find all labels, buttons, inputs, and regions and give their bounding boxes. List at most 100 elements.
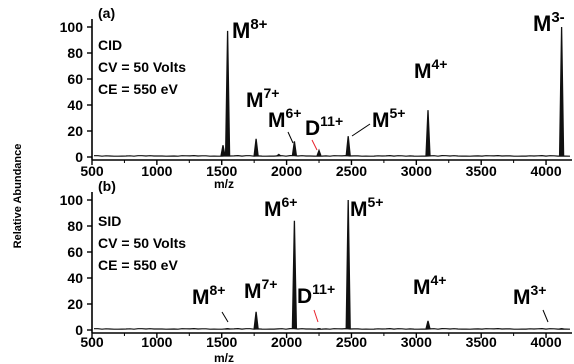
x-tick-label: 1500 <box>206 334 237 350</box>
ion-label-base: M <box>246 89 264 112</box>
y-axis-label: Relative Abundance <box>12 144 24 249</box>
label-leader-line <box>351 123 371 137</box>
spectrum-peak <box>345 136 351 157</box>
ion-label: M7+ <box>244 276 277 303</box>
spectrum-peak <box>276 153 282 157</box>
method-annotation: CE = 550 eV <box>98 81 178 97</box>
y-tick-label: 60 <box>67 244 83 260</box>
panel-a: 0 20 40 60 80 100 500 1000 1500 2000 2500 3000 3500 4… <box>60 5 572 191</box>
method-annotation: SID <box>98 213 121 229</box>
ion-label-charge: 3+ <box>531 282 547 298</box>
x-tick-label: 3000 <box>401 334 432 350</box>
ion-label-base: D <box>305 117 320 140</box>
y-tick-label: 20 <box>67 296 83 312</box>
spectrum-peak <box>220 145 226 157</box>
ion-label-charge: 5+ <box>390 105 406 121</box>
label-leader-line <box>311 139 318 151</box>
x-axis-label: m/z <box>214 351 234 364</box>
x-tick-label: 3500 <box>466 163 497 179</box>
ion-label-base: M <box>350 198 368 221</box>
ion-label-base: M <box>414 60 432 83</box>
x-tick-label: 4000 <box>530 163 561 179</box>
ion-label-charge: 11+ <box>320 113 343 129</box>
ion-label: M3+ <box>513 282 546 309</box>
spectrum-peak <box>253 311 259 330</box>
ion-label: M6+ <box>264 194 297 221</box>
ion-label-charge: 8+ <box>250 16 267 33</box>
y-tick-label: 40 <box>67 97 83 113</box>
ion-label: M5+ <box>372 105 405 132</box>
y-tick-label: 60 <box>67 71 83 87</box>
x-axis-label: m/z <box>214 177 234 191</box>
y-tick-label: 40 <box>67 270 83 286</box>
label-leader-line <box>313 309 319 323</box>
ion-label-charge: 6+ <box>282 194 298 210</box>
spectrum-baseline <box>94 327 571 330</box>
x-tick-label: 3000 <box>401 163 432 179</box>
spectrum-peak <box>291 141 298 157</box>
ion-label-base: D <box>297 285 312 308</box>
ion-label: M8+ <box>232 16 268 43</box>
ion-label: M5+ <box>350 194 383 221</box>
ion-label: M7+ <box>246 85 279 112</box>
ion-label-charge: 6+ <box>286 105 302 121</box>
y-tick-label: 0 <box>75 149 83 165</box>
x-tick-label: 500 <box>80 334 104 350</box>
y-tick-label: 20 <box>67 123 83 139</box>
ion-label-charge: 5+ <box>368 194 384 210</box>
panel-b: 0 20 40 60 80 100 500 1000 1500 2000 2500 3000 3500 4… <box>60 178 572 364</box>
label-leader-line <box>287 131 294 144</box>
spectrum-peak <box>425 110 431 157</box>
ion-label-base: M <box>264 198 282 221</box>
y-tick-label: 80 <box>67 45 83 61</box>
panel-label: (b) <box>98 178 116 194</box>
y-tick-label: 100 <box>60 19 84 35</box>
spectrum-peak <box>291 220 298 330</box>
ion-label: M6+ <box>268 105 301 132</box>
spectrum-peak <box>316 148 322 157</box>
ion-label: M4+ <box>414 56 447 83</box>
x-tick-label: 500 <box>80 163 104 179</box>
x-tick-label: 4000 <box>530 334 561 350</box>
method-annotation: CE = 550 eV <box>98 257 178 273</box>
ion-label-base: M <box>192 286 210 309</box>
spectrum-baseline <box>94 154 571 157</box>
ion-label-base: M <box>533 11 551 36</box>
ion-label: D11+ <box>297 281 335 308</box>
x-tick-label: 1000 <box>141 334 172 350</box>
method-annotation: CID <box>98 37 122 53</box>
spectrum-peak <box>558 26 565 157</box>
spectrum-peak <box>345 199 351 330</box>
x-tick-label: 2500 <box>336 163 367 179</box>
x-tick-label: 3500 <box>466 334 497 350</box>
x-tick-label: 1500 <box>206 163 237 179</box>
ion-label-charge: 3- <box>551 9 564 26</box>
method-annotation: CV = 50 Volts <box>98 235 186 251</box>
ion-label-charge: 4+ <box>431 272 447 288</box>
ion-label-charge: 11+ <box>312 281 335 297</box>
ion-label: M4+ <box>413 272 446 299</box>
ion-label-base: M <box>413 276 431 299</box>
label-leader-line <box>542 309 549 323</box>
ion-label-charge: 4+ <box>432 56 448 72</box>
panel-label: (a) <box>98 5 115 21</box>
ion-label: M3- <box>533 9 565 36</box>
ion-label-charge: 8+ <box>210 282 226 298</box>
method-annotation: CV = 50 Volts <box>98 59 186 75</box>
ion-label: M8+ <box>192 282 225 309</box>
ion-label-charge: 7+ <box>264 85 280 101</box>
x-tick-label: 2000 <box>271 163 302 179</box>
spectrum-peak <box>253 138 259 157</box>
y-tick-label: 0 <box>75 322 83 338</box>
x-tick-label: 2000 <box>271 334 302 350</box>
label-leader-line <box>221 311 229 323</box>
ion-label-base: M <box>244 280 262 303</box>
x-tick-label: 1000 <box>141 163 172 179</box>
y-tick-label: 100 <box>60 192 84 208</box>
spectrum-peak <box>224 30 231 157</box>
x-tick-label: 2500 <box>336 334 367 350</box>
ion-label: D11+ <box>305 113 343 140</box>
ion-label-base: M <box>372 109 390 132</box>
spectrum-peak <box>425 320 431 330</box>
